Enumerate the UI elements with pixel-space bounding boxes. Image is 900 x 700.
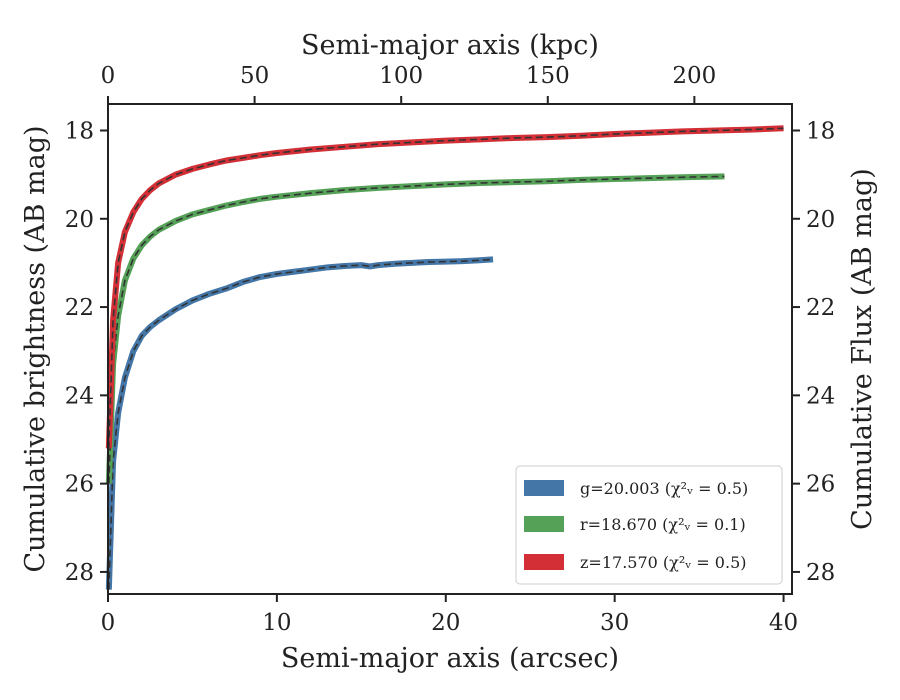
legend-label-g: g=20.003 (χ²ᵥ = 0.5): [580, 479, 748, 498]
y2-tick-label: 22: [806, 295, 835, 321]
series-line-z: [105, 125, 784, 449]
x2-tick-label: 100: [379, 63, 423, 89]
ticks-layer: 0 10 20 30 40 0 50 100 150 200 18 20 22 24 26 28 18 20 22 2…: [65, 63, 836, 636]
y2-axis-label: Cumulative Flux (AB mag): [847, 168, 878, 530]
series-model-r: [108, 175, 725, 484]
x-tick-label: 30: [600, 610, 629, 636]
x-tick-label: 20: [431, 610, 460, 636]
legend-swatch-z: [524, 554, 564, 570]
x-tick-label: 10: [262, 610, 291, 636]
x-tick-label: 40: [769, 610, 798, 636]
y2-tick-label: 20: [806, 207, 835, 233]
y-tick-label: 26: [65, 472, 94, 498]
y-tick-label: 18: [65, 118, 94, 144]
legend-swatch-g: [524, 480, 564, 496]
y2-tick-label: 26: [806, 472, 835, 498]
series-model-g: [108, 258, 494, 590]
x2-tick-label: 0: [101, 63, 116, 89]
y2-tick-label: 28: [806, 560, 835, 586]
legend-label-r: r=18.670 (χ²ᵥ = 0.1): [580, 515, 746, 534]
x2-tick-label: 50: [240, 63, 269, 89]
series-layer: [105, 125, 784, 590]
legend-swatch-r: [524, 516, 564, 532]
legend-label-z: z=17.570 (χ²ᵥ = 0.5): [580, 553, 746, 572]
legend: g=20.003 (χ²ᵥ = 0.5) r=18.670 (χ²ᵥ = 0.1…: [515, 465, 783, 585]
x2-tick-label: 200: [672, 63, 716, 89]
plot-frame: [107, 103, 793, 595]
y-tick-label: 24: [65, 383, 94, 409]
y-tick-label: 20: [65, 207, 94, 233]
y-tick-label: 28: [65, 560, 94, 586]
legend-frame: [515, 465, 783, 585]
x-tick-label: 0: [101, 610, 116, 636]
y-tick-label: 22: [65, 295, 94, 321]
x-axis-label: Semi-major axis (arcsec): [281, 643, 619, 674]
series-line-g: [105, 256, 494, 590]
x2-tick-label: 150: [526, 63, 570, 89]
series-line-r: [105, 173, 725, 484]
x2-axis-label: Semi-major axis (kpc): [301, 30, 599, 61]
y2-tick-label: 18: [806, 118, 835, 144]
y2-tick-label: 24: [806, 383, 835, 409]
y-axis-label: Cumulative brightness (AB mag): [20, 125, 51, 572]
